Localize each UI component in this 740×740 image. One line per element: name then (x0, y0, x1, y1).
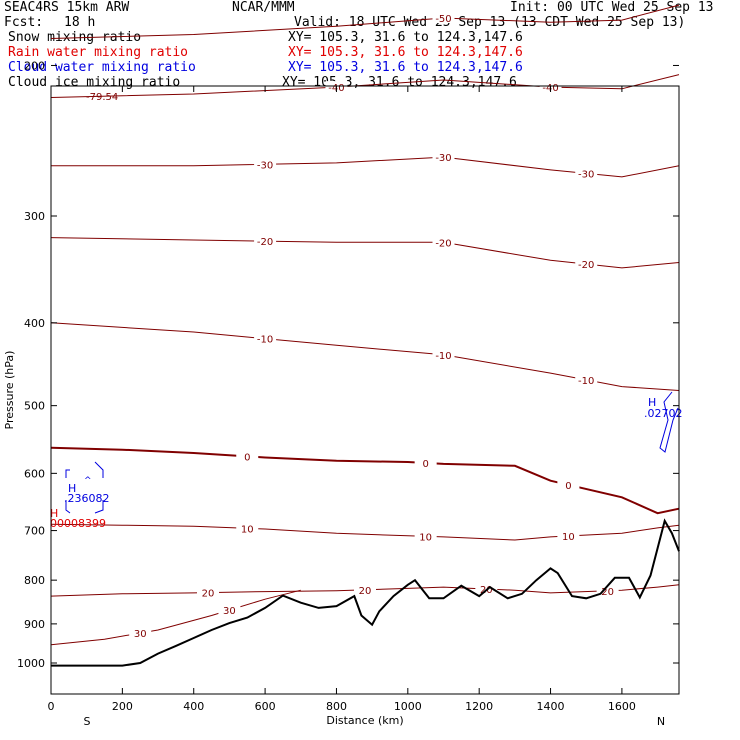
contour-label: 10 (241, 524, 254, 535)
y-tick-label: 700 (24, 525, 45, 538)
contour-label: -50 (435, 14, 451, 25)
y-tick-label: 200 (24, 59, 45, 72)
contour-20 (50, 584, 680, 597)
x-axis-label: Distance (km) (326, 714, 403, 727)
contour-label: 20 (202, 589, 215, 600)
cloud-water-south-marker: H .236082 ^ (64, 461, 110, 514)
y-tick-label: 900 (24, 618, 45, 631)
rain-max-value: 00008399 (50, 517, 106, 530)
field-cloudwater-xy: XY= 105.3, 31.6 to 124.3,147.6 (288, 60, 523, 75)
top-min-label: -79.54 (86, 92, 118, 103)
contour-label: -20 (435, 238, 451, 249)
init-time: Init: 00 UTC Wed 25 Sep 13 (510, 0, 714, 15)
y-tick-label: 1000 (17, 657, 45, 670)
x-tick-label: 0 (48, 700, 55, 713)
contour-10 (50, 523, 680, 541)
x-tick-label: 1400 (537, 700, 565, 713)
cloud-water-h-label: H (68, 482, 76, 495)
contour-label: 10 (419, 532, 432, 543)
y-tick-label: 300 (24, 210, 45, 223)
x-tick-label: 400 (183, 700, 204, 713)
plot-frame (50, 85, 680, 695)
contour-30 (50, 589, 301, 646)
contour-label: -30 (578, 169, 594, 180)
field-rain-name: Rain water mixing ratio (8, 45, 189, 60)
x-tick-label: 200 (112, 700, 133, 713)
field-snow-name: Snow mixing ratio (8, 30, 142, 45)
y-tick-label: 600 (24, 467, 45, 480)
contour-label: 20 (601, 587, 614, 598)
contour-label: 10 (562, 532, 575, 543)
contour-label: -20 (257, 237, 273, 248)
model-title: SEAC4RS 15km ARW (4, 0, 130, 15)
cloud-water-north-max-value: .02702 (644, 407, 683, 420)
field-rain-xy: XY= 105.3, 31.6 to 124.3,147.6 (288, 45, 523, 60)
contour-label: -30 (257, 160, 273, 171)
contour-label: -10 (578, 376, 594, 387)
x-tick-label: 1600 (608, 700, 636, 713)
contour-0 (50, 446, 680, 515)
cloud-water-max-value: .236082 (64, 492, 110, 505)
contour-labels: -70-7060-50-40-40-30-30-30-20-20-20-10-1… (129, 12, 619, 640)
contour-label: 0 (422, 459, 428, 470)
cloud-water-north-h-label: H (648, 396, 656, 409)
y-axis-label: Pressure (hPa) (3, 351, 16, 430)
rain-h-label: H (50, 507, 58, 520)
x-tick-label: 1200 (465, 700, 493, 713)
field-cloudwater-name: Cloud water mixing ratio (8, 60, 196, 75)
x-tick-label: 1000 (394, 700, 422, 713)
cloud-water-north-marker: H .02702 (644, 391, 683, 453)
svg-text:^: ^ (84, 476, 92, 486)
contour-label: -10 (257, 335, 273, 346)
y-tick-label: 400 (24, 317, 45, 330)
north-label: N (657, 715, 665, 728)
x-tick-label: 600 (255, 700, 276, 713)
y-tick-label: 500 (24, 400, 45, 413)
south-label: S (84, 715, 91, 728)
contour-label: 30 (134, 629, 147, 640)
forecast-label: Fcst: (4, 15, 44, 30)
contour-label: -10 (435, 351, 451, 362)
x-tick-label: 800 (326, 700, 347, 713)
contour-label: 0 (565, 481, 571, 492)
contour-label: 30 (223, 606, 236, 617)
forecast-hour: 18 h (64, 15, 96, 30)
y-tick-label: 800 (24, 574, 45, 587)
x-axis: 0 200 400 600 800 1000 1200 1400 1600 (48, 86, 636, 713)
contour-label: -20 (578, 260, 594, 271)
temperature-contours (50, 4, 680, 646)
contour-label: -30 (435, 153, 451, 164)
org-label: NCAR/MMM (232, 0, 295, 15)
contour-label: 20 (359, 586, 372, 597)
contour-m50 (50, 4, 680, 39)
field-snow-xy: XY= 105.3, 31.6 to 124.3,147.6 (288, 30, 523, 45)
terrain-line (51, 518, 680, 667)
contour-label: 0 (244, 452, 250, 463)
